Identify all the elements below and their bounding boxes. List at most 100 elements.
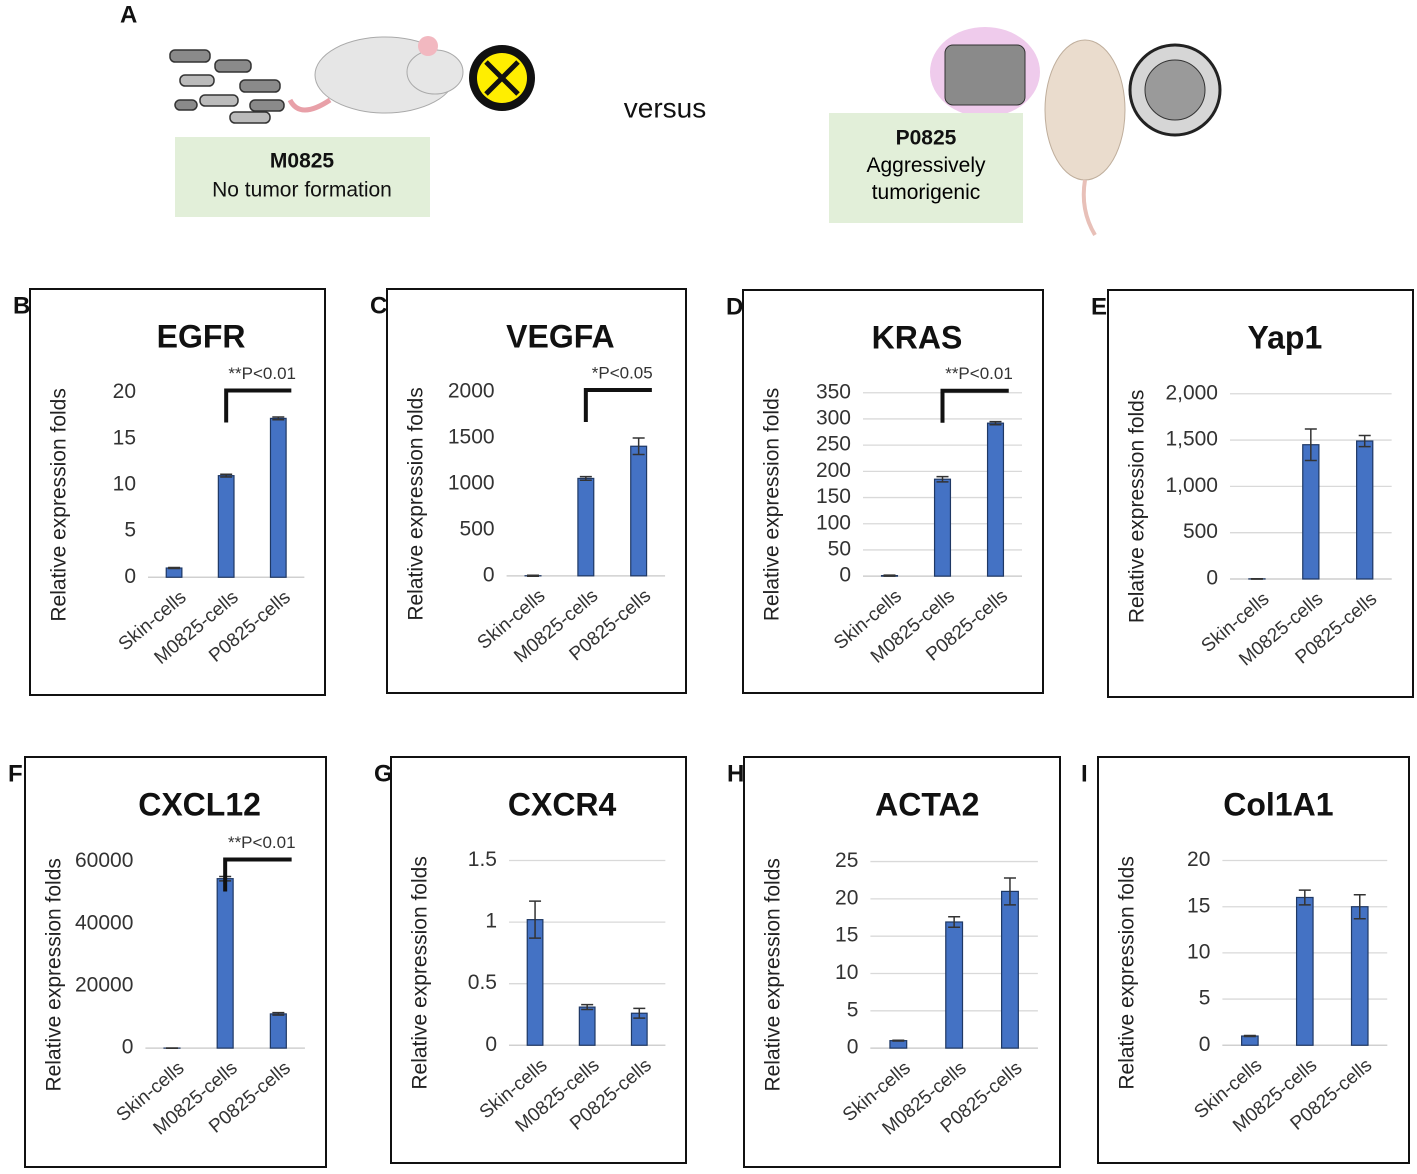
y-tick-label: 25 — [835, 849, 858, 872]
y-tick-label: 0 — [1206, 567, 1218, 590]
panel-label: E — [1091, 293, 1107, 320]
error-bar — [1003, 877, 1016, 906]
y-axis-label: Relative expression folds — [1116, 856, 1139, 1089]
y-axis-label: Relative expression folds — [48, 388, 71, 621]
cell-line-note-box: Aggressively tumorigenic — [866, 154, 986, 204]
y-tick-label: 2,000 — [1165, 381, 1218, 404]
y-tick-label: 150 — [816, 485, 851, 508]
chart-panel: E Yap1 Relative expression folds 0 500 1,000 1… — [1091, 289, 1414, 698]
bar — [269, 1013, 287, 1049]
bar — [269, 417, 287, 578]
cell-line-note: No tumor formation — [212, 179, 392, 202]
panel-label: D — [726, 293, 743, 320]
error-bar — [1358, 434, 1371, 448]
significance-bracket — [223, 857, 292, 892]
y-tick-label: 15 — [835, 924, 858, 947]
panel-label: F — [8, 760, 23, 787]
panel-a: A M0825 No tumor formation versus — [120, 1, 1222, 237]
error-bar — [936, 475, 949, 483]
bar — [630, 445, 648, 577]
cell-line-name: P0825 — [896, 127, 957, 150]
panel-frame — [386, 288, 687, 694]
y-tick-label: 0 — [1199, 1033, 1211, 1056]
error-bar — [529, 900, 542, 939]
panel-frame — [743, 756, 1061, 1168]
mouse-right — [1044, 39, 1126, 237]
panel-frame — [24, 756, 327, 1168]
bar — [1000, 890, 1019, 1049]
error-bar — [581, 1003, 594, 1011]
bar — [1295, 896, 1314, 1046]
error-bar — [579, 475, 592, 482]
significance-label: *P<0.05 — [592, 364, 653, 383]
chart-title: EGFR — [157, 318, 246, 354]
y-axis-label: Relative expression folds — [43, 858, 66, 1091]
y-axis-label: Relative expression folds — [409, 856, 432, 1089]
bar — [216, 878, 234, 1049]
y-tick-label: 15 — [1187, 894, 1210, 917]
y-tick-label: 0 — [485, 1033, 497, 1056]
error-bar — [220, 473, 233, 478]
panel-frame — [29, 288, 326, 696]
significance-bracket — [940, 388, 1009, 423]
y-tick-label: 20 — [1187, 848, 1210, 871]
chart-title: KRAS — [872, 319, 963, 355]
y-tick-label: 20 — [835, 886, 858, 909]
y-tick-label: 20000 — [75, 973, 133, 996]
y-tick-label: 500 — [1183, 520, 1218, 543]
panel-frame — [390, 756, 687, 1164]
error-bar — [1304, 428, 1317, 462]
bar — [165, 567, 183, 578]
y-tick-label: 5 — [847, 998, 859, 1021]
panel-frame — [1097, 756, 1410, 1164]
panel-label: B — [13, 292, 30, 319]
y-tick-label: 500 — [460, 517, 495, 540]
bar — [945, 921, 964, 1049]
bar — [578, 1006, 596, 1046]
cells-left — [169, 49, 285, 124]
y-tick-label: 200 — [816, 459, 851, 482]
error-bar — [892, 1039, 905, 1042]
bar — [1302, 444, 1320, 580]
chart-title: Col1A1 — [1223, 786, 1333, 822]
chart-panel: H ACTA2 Relative expression folds 0 5 10 15 20 2… — [727, 756, 1061, 1168]
error-bar — [948, 916, 961, 928]
y-tick-label: 0 — [847, 1036, 859, 1059]
y-tick-label: 60000 — [75, 849, 133, 872]
cell-line-note: Aggressively tumorigenic — [866, 154, 986, 204]
significance-label: **P<0.01 — [228, 833, 296, 852]
error-bar — [272, 1011, 285, 1016]
y-tick-label: 1,500 — [1165, 428, 1218, 451]
error-bar — [527, 574, 540, 577]
bar — [1350, 906, 1369, 1046]
y-tick-label: 5 — [124, 519, 136, 542]
y-tick-label: 0 — [122, 1036, 134, 1059]
tumor-icon — [1128, 43, 1222, 137]
chart-title: CXCR4 — [508, 786, 617, 822]
y-axis-label: Relative expression folds — [762, 858, 785, 1091]
label-box — [175, 137, 430, 217]
significance-label: **P<0.01 — [228, 364, 296, 383]
y-tick-label: 0 — [483, 563, 495, 586]
y-tick-label: 15 — [113, 426, 136, 449]
y-tick-label: 0.5 — [468, 971, 497, 994]
y-tick-label: 10 — [113, 472, 136, 495]
panel-frame — [1107, 289, 1414, 698]
chart-panel: I Col1A1 Relative expression folds 0 5 10 15 20… — [1081, 756, 1410, 1164]
chart-title: VEGFA — [506, 318, 614, 354]
y-axis-label: Relative expression folds — [1126, 390, 1149, 623]
error-bar — [168, 566, 181, 570]
panel-label: C — [370, 292, 387, 319]
chart-title: ACTA2 — [875, 786, 979, 822]
significance-bracket — [224, 388, 292, 423]
panel-label: H — [727, 760, 744, 787]
error-bar — [1298, 889, 1311, 906]
y-tick-label: 1 — [485, 910, 497, 933]
y-tick-label: 250 — [816, 433, 851, 456]
mouse-left — [287, 36, 464, 114]
y-tick-label: 20 — [113, 380, 136, 403]
